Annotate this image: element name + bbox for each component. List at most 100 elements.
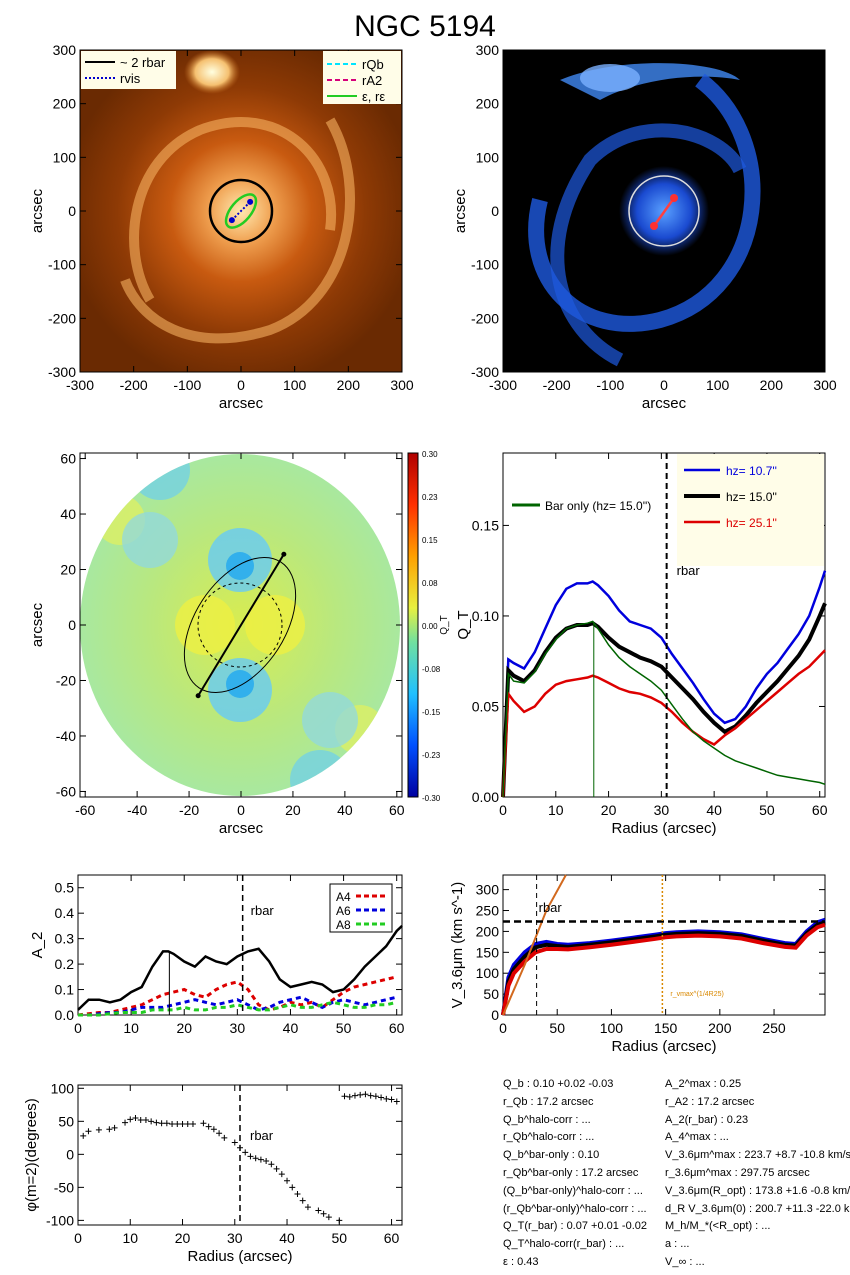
spiral-arm [120,117,355,344]
y-tick-label: 0 [68,203,76,219]
two-rbar-circle [628,175,700,247]
torque-blob [226,670,254,698]
x-tick-label: 40 [283,1020,299,1036]
colorbar-tick-label: 0.23 [422,493,438,502]
y-tick-label: 0.15 [472,517,499,533]
companion-galaxy [580,64,640,92]
curve-group [501,874,826,1016]
y-tick-label: 150 [476,944,500,960]
colorbar-tick-label: 0.00 [422,622,438,631]
phase-point [294,1190,301,1197]
two-rbar-circle [208,178,274,244]
phase-point [85,1128,92,1135]
y-axis-label: arcsec [452,188,469,233]
ellipticity-contour [224,193,258,229]
parameter-line: M_h/M_*(<R_opt) : ... [665,1220,771,1233]
y-tick-label: 200 [53,96,77,112]
y-tick-label: 200 [476,96,500,112]
x-axis-label: arcsec [642,395,687,412]
colorbar-tick-label: -0.08 [422,665,441,674]
series-line [501,920,826,1016]
phase-point [289,1184,296,1191]
y-tick-label: 200 [476,923,500,939]
phase-point [284,1177,291,1184]
x-tick-label: -300 [489,377,517,393]
x-tick-label: 250 [762,1020,786,1036]
y-axis-label: V_3.6μm (km s^-1) [449,882,466,1009]
parameter-line: (r_Qb^bar-only)^halo-corr : ... [503,1202,647,1215]
legend-label: rA2 [362,73,382,88]
parameter-line: d_R V_3.6μm(0) : 200.7 +11.3 -22.0 km/s/… [665,1202,850,1215]
y-tick-label: 100 [476,965,500,981]
x-tick-label: 30 [230,1020,246,1036]
parameter-line: r_3.6μm^max : 297.75 arcsec [665,1167,810,1179]
colorbar-tick-label: 0.08 [422,579,438,588]
y-tick-label: 40 [60,506,76,522]
phase-point [268,1161,275,1168]
r-opt-label: r_vmax^(1/4R25) [670,991,723,998]
phase-point [304,1204,311,1211]
phase-point [336,1217,343,1224]
x-tick-label: 0 [237,802,245,818]
y-tick-label: -300 [471,364,499,380]
rbar-label: rbar [250,1128,274,1143]
phase-point [351,1092,358,1099]
phase-point [184,1120,191,1127]
series-line [501,649,826,798]
phase-point [257,1156,264,1163]
phase-point [388,1096,395,1103]
phase-point [393,1098,400,1105]
parameter-line: Q_b^bar-only : 0.10 [503,1149,600,1162]
x-tick-label: 100 [283,377,307,393]
torque-blob [130,454,190,500]
legend-label: ~ 2 rbar [120,55,166,70]
phase-point [346,1093,353,1100]
colorbar-tick-label: -0.23 [422,751,441,760]
series-line [501,570,827,798]
y-tick-label: 300 [53,42,77,58]
parameter-line: A_2(r_bar) : 0.23 [665,1113,749,1126]
phase-point [320,1210,327,1217]
phase-point [273,1165,280,1172]
x-tick-label: 40 [279,1230,295,1246]
x-tick-label: 40 [337,802,353,818]
x-tick-label: -200 [120,377,148,393]
legend-label: A6 [336,904,351,918]
parameter-line: r_Qb^bar-only : 17.2 arcsec [503,1167,639,1179]
x-tick-label: 0 [74,1230,82,1246]
phase-point [163,1120,170,1127]
phase-point [341,1093,348,1100]
y-tick-label: -100 [46,1212,74,1228]
x-tick-label: 50 [336,1020,352,1036]
y-tick-label: 0 [66,1146,74,1162]
torque-blob [226,552,254,580]
colorbar-label: Q_T [439,615,450,634]
x-tick-label: -60 [75,802,95,818]
y-tick-label: 0.05 [472,698,499,714]
x-tick-label: 300 [390,377,414,393]
y-tick-label: 300 [476,42,500,58]
colorbar-tick-label: -0.15 [422,708,441,717]
y-tick-label: 0.00 [472,789,499,805]
bar-axis-line [652,197,676,227]
y-axis-label: A_2 [29,932,46,959]
x-tick-label: 300 [813,377,837,393]
x-tick-label: -20 [179,802,199,818]
torque-blob [245,595,305,655]
parameter-line: V_3.6μm(R_opt) : 173.8 +1.6 -0.8 km/s [665,1184,850,1197]
y-tick-label: 100 [51,1080,75,1096]
y-tick-label: -50 [54,1179,74,1195]
x-tick-label: 60 [389,802,405,818]
parameter-line: V_∞ : ... [665,1256,705,1268]
phase-point [174,1120,181,1127]
x-tick-label: 0 [499,802,507,818]
phase-point [200,1120,207,1127]
phase-point [378,1094,385,1101]
parameter-line: Q_T^halo-corr(r_bar) : ... [503,1238,625,1251]
x-tick-label: 100 [600,1020,624,1036]
x-axis-label: Radius (arcsec) [611,1038,716,1055]
phase-point [111,1124,118,1131]
x-tick-label: 0 [499,1020,507,1036]
figure-title: NGC 5194 [354,10,496,43]
y-tick-label: 60 [60,451,76,467]
